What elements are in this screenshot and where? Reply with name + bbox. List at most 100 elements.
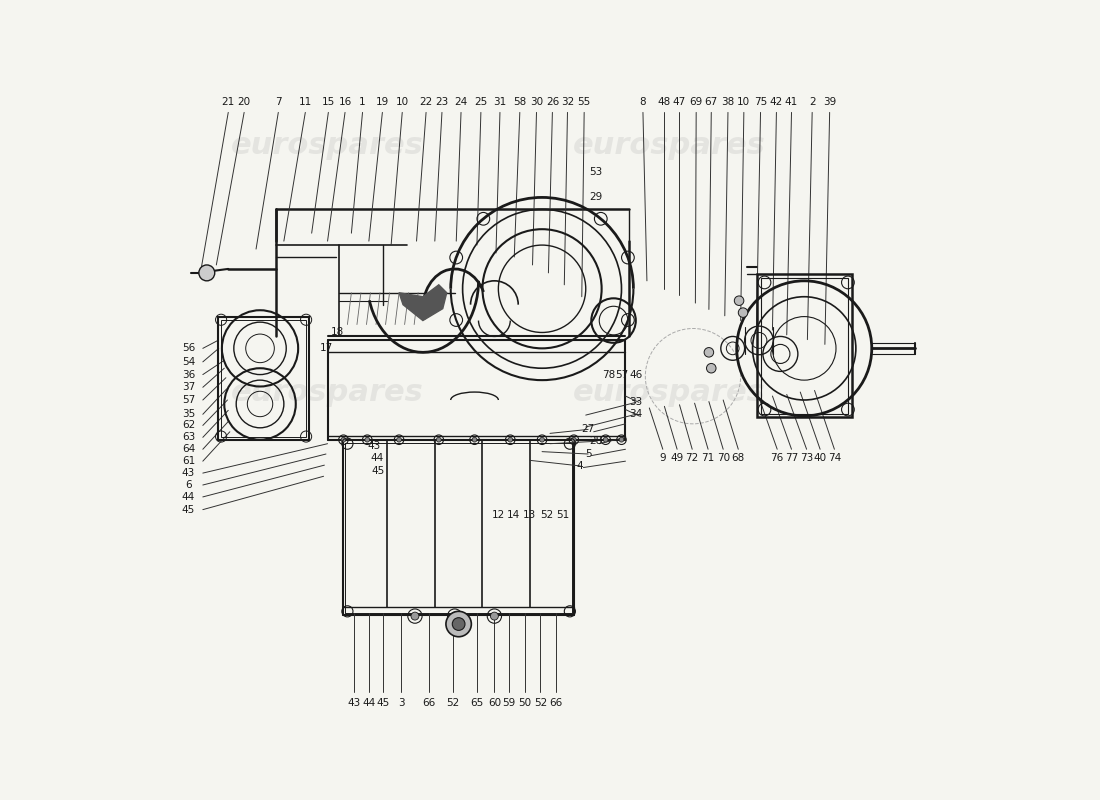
- Text: 12: 12: [492, 510, 505, 520]
- Circle shape: [540, 438, 544, 442]
- Text: 32: 32: [561, 97, 574, 107]
- Text: 77: 77: [785, 453, 799, 463]
- Circle shape: [341, 438, 345, 442]
- Circle shape: [738, 308, 748, 318]
- Text: eurospares: eurospares: [231, 131, 424, 160]
- Circle shape: [437, 438, 441, 442]
- Text: 27: 27: [582, 424, 595, 434]
- Circle shape: [199, 265, 214, 281]
- Text: 20: 20: [238, 97, 251, 107]
- Text: 53: 53: [590, 167, 603, 177]
- Text: 21: 21: [221, 97, 235, 107]
- Text: 71: 71: [702, 453, 715, 463]
- Text: 65: 65: [471, 698, 484, 709]
- Text: 42: 42: [770, 97, 783, 107]
- Text: 51: 51: [557, 510, 570, 520]
- Text: 47: 47: [673, 97, 686, 107]
- Text: 48: 48: [657, 97, 670, 107]
- Text: 35: 35: [182, 410, 195, 419]
- Text: 17: 17: [319, 343, 332, 354]
- Circle shape: [452, 618, 465, 630]
- Text: 60: 60: [487, 698, 500, 709]
- Bar: [218, 317, 309, 440]
- Text: 1: 1: [360, 97, 366, 107]
- Text: 15: 15: [321, 97, 336, 107]
- Text: 43: 43: [182, 468, 195, 478]
- Text: 68: 68: [732, 453, 745, 463]
- Text: 57: 57: [615, 370, 628, 379]
- Text: 33: 33: [629, 398, 642, 407]
- Circle shape: [706, 363, 716, 373]
- Text: 52: 52: [540, 510, 553, 520]
- Text: 14: 14: [507, 510, 520, 520]
- Text: eurospares: eurospares: [231, 378, 424, 406]
- Text: 10: 10: [737, 97, 750, 107]
- Text: 72: 72: [685, 453, 698, 463]
- Text: 19: 19: [376, 97, 389, 107]
- Text: 45: 45: [182, 505, 195, 514]
- Circle shape: [411, 612, 419, 620]
- Text: 57: 57: [182, 395, 195, 405]
- Circle shape: [397, 438, 401, 442]
- Text: 52: 52: [534, 698, 547, 709]
- Text: 5: 5: [585, 449, 592, 459]
- Text: 2: 2: [808, 97, 815, 107]
- Text: 49: 49: [671, 453, 684, 463]
- Text: 8: 8: [639, 97, 647, 107]
- Text: 67: 67: [705, 97, 718, 107]
- Text: 54: 54: [182, 357, 195, 367]
- Circle shape: [704, 347, 714, 357]
- Text: 36: 36: [182, 370, 195, 379]
- Text: 52: 52: [447, 698, 460, 709]
- Text: 7: 7: [275, 97, 282, 107]
- Text: 40: 40: [814, 453, 827, 463]
- Text: 37: 37: [182, 382, 195, 392]
- Text: 31: 31: [493, 97, 507, 107]
- Text: 45: 45: [376, 698, 389, 709]
- Text: eurospares: eurospares: [573, 131, 766, 160]
- Text: 44: 44: [371, 453, 384, 463]
- Text: 69: 69: [690, 97, 703, 107]
- Text: 18: 18: [331, 327, 344, 338]
- Text: 16: 16: [339, 97, 352, 107]
- Text: 44: 44: [362, 698, 375, 709]
- Text: 46: 46: [629, 370, 642, 379]
- Text: 76: 76: [771, 453, 784, 463]
- Text: 66: 66: [550, 698, 563, 709]
- Text: 62: 62: [182, 421, 195, 430]
- Circle shape: [472, 438, 477, 442]
- Text: 63: 63: [182, 432, 195, 442]
- Text: 43: 43: [348, 698, 361, 709]
- Circle shape: [446, 611, 472, 637]
- Text: 55: 55: [578, 97, 591, 107]
- Text: 41: 41: [785, 97, 799, 107]
- Circle shape: [572, 438, 576, 442]
- Text: 34: 34: [629, 410, 642, 419]
- Text: 44: 44: [182, 492, 195, 502]
- Text: 3: 3: [398, 698, 405, 709]
- Text: 10: 10: [396, 97, 409, 107]
- Polygon shape: [399, 285, 447, 321]
- Text: 6: 6: [185, 480, 191, 490]
- Text: 70: 70: [716, 453, 729, 463]
- Circle shape: [451, 612, 459, 620]
- Text: 29: 29: [590, 192, 603, 202]
- Text: 74: 74: [828, 453, 842, 463]
- Text: 23: 23: [436, 97, 449, 107]
- Circle shape: [508, 438, 513, 442]
- Text: 45: 45: [372, 466, 385, 476]
- Text: 43: 43: [367, 441, 381, 451]
- Text: 22: 22: [419, 97, 432, 107]
- Bar: [221, 320, 306, 437]
- Text: 39: 39: [823, 97, 836, 107]
- Text: 58: 58: [514, 97, 527, 107]
- Text: 38: 38: [722, 97, 735, 107]
- Text: 73: 73: [800, 453, 813, 463]
- Text: 78: 78: [602, 370, 615, 379]
- Text: 4: 4: [576, 461, 583, 471]
- Text: 9: 9: [660, 453, 667, 463]
- Text: 13: 13: [522, 510, 536, 520]
- Text: 26: 26: [546, 97, 559, 107]
- Text: 50: 50: [518, 698, 531, 709]
- Bar: [757, 274, 851, 418]
